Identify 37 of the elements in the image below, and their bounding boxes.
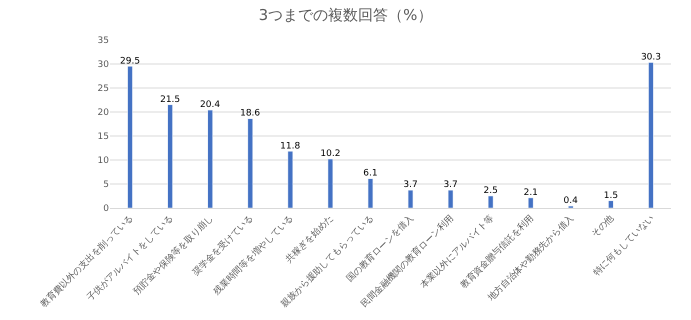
bar [328, 158, 334, 208]
bar [127, 66, 133, 208]
data-label: 1.5 [604, 190, 618, 201]
bar [408, 190, 414, 208]
data-label: 11.8 [280, 141, 300, 152]
bar [448, 190, 454, 208]
data-label: 30.3 [640, 52, 661, 63]
data-label: 10.2 [320, 149, 340, 160]
y-tick-label: 25 [98, 84, 109, 94]
bar [248, 118, 253, 208]
data-label: 20.4 [200, 100, 220, 110]
data-label: 3.7 [443, 180, 458, 190]
data-label: 29.5 [120, 56, 140, 66]
y-tick-label: 0 [103, 204, 110, 214]
data-label: 2.1 [524, 188, 538, 198]
y-tick-label: 20 [98, 108, 110, 118]
data-label: 6.1 [363, 168, 378, 179]
y-tick-label: 5 [103, 180, 109, 190]
x-tick-label: その他 [589, 212, 616, 240]
y-tick-label: 10 [98, 156, 110, 166]
data-label: 21.5 [160, 94, 180, 105]
data-label: 2.5 [484, 186, 498, 196]
bar [208, 110, 213, 208]
bar [167, 104, 173, 208]
bar [608, 200, 614, 208]
data-label: 18.6 [240, 108, 260, 119]
bar [368, 178, 374, 208]
y-tick-label: 35 [98, 36, 109, 46]
y-tick-label: 15 [98, 132, 109, 142]
bar [648, 62, 654, 208]
bar [488, 196, 494, 208]
data-label: 3.7 [403, 180, 418, 190]
y-tick-label: 30 [98, 60, 110, 70]
chart-title: 3つまでの複数回答（%） [258, 6, 432, 24]
data-label: 0.4 [564, 196, 578, 206]
bar [528, 198, 534, 208]
bar [288, 151, 293, 208]
